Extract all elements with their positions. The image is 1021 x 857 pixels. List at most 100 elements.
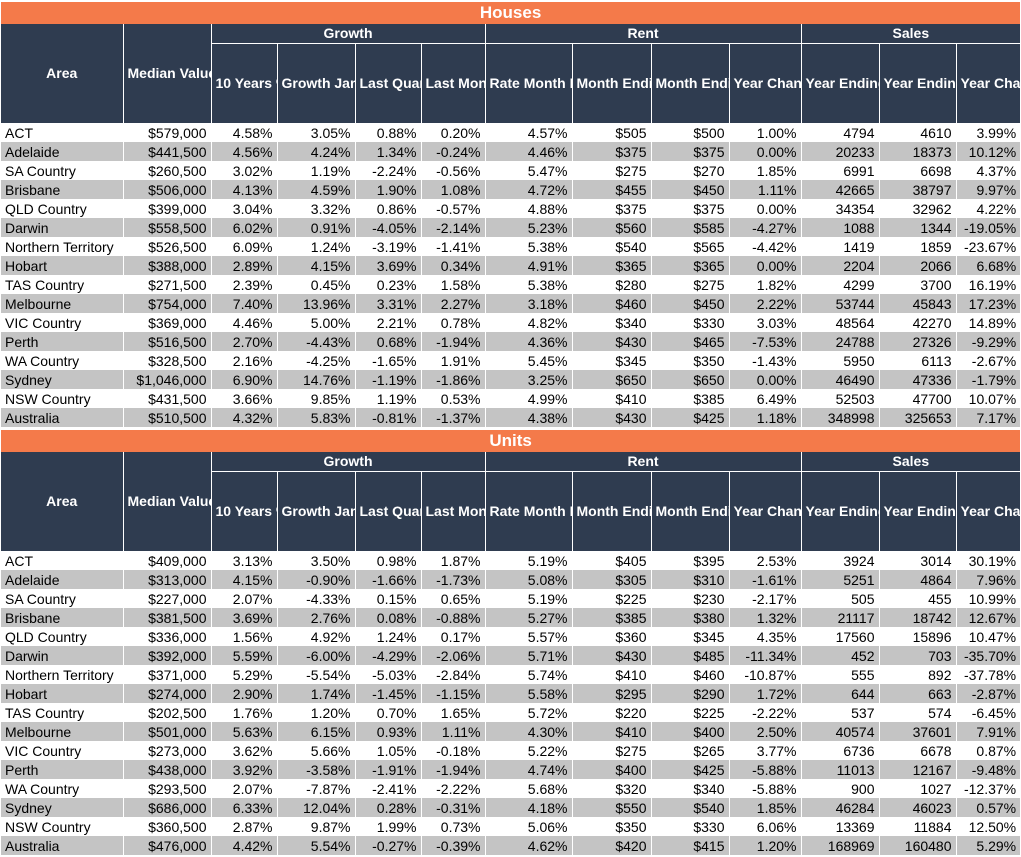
table-cell: $360	[571, 627, 651, 646]
table-cell: -0.39%	[420, 836, 485, 855]
group-header-row: Area Median Value Growth Rent Sales	[1, 24, 1021, 124]
column-header: Month Ending Jan 2015	[650, 43, 729, 123]
area-name: VIC Country	[1, 741, 123, 760]
table-cell: 6.49%	[728, 389, 801, 408]
table-cell: $365	[650, 256, 729, 275]
column-header: Last Quarter	[354, 43, 421, 123]
column-header: Last Quarter	[354, 471, 421, 551]
table-cell: -2.24%	[354, 161, 421, 180]
area-name: Sydney	[1, 798, 123, 817]
table-cell: 0.93%	[354, 722, 421, 741]
table-cell: $345	[571, 351, 651, 370]
table-cell: 6.90%	[210, 370, 277, 389]
table-cell: 0.86%	[354, 199, 421, 218]
table-cell: $405	[571, 551, 651, 570]
table-cell: 1.24%	[354, 627, 421, 646]
table-cell: 2066	[878, 256, 956, 275]
table-cell: -37.78%	[955, 665, 1021, 684]
table-cell: 14.76%	[276, 370, 355, 389]
table-cell: 5.47%	[484, 161, 572, 180]
table-cell: 7.96%	[955, 570, 1021, 589]
table-cell: -4.29%	[354, 646, 421, 665]
table-cell: 0.98%	[354, 551, 421, 570]
table-cell: -23.67%	[955, 237, 1021, 256]
table-cell: 6736	[800, 741, 879, 760]
table-cell: -0.90%	[276, 570, 355, 589]
table-cell: 6113	[878, 351, 956, 370]
table-cell: $400	[571, 760, 651, 779]
table-cell: -1.79%	[955, 370, 1021, 389]
table-cell: 37601	[878, 722, 956, 741]
table-cell: 2.53%	[728, 551, 801, 570]
column-header-median-value: Median Value	[122, 452, 211, 552]
table-cell: 1088	[800, 218, 879, 237]
table-row: Darwin $392,000 5.59% -6.00% -4.29% -2.06% 5.7…	[1, 646, 1021, 665]
table-cell: 0.00%	[728, 199, 801, 218]
table-cell: 160480	[878, 836, 956, 855]
table-cell: 0.00%	[728, 142, 801, 161]
column-header: Year Change	[728, 471, 801, 551]
table-cell: $441,500	[122, 142, 211, 161]
area-name: WA Country	[1, 779, 123, 798]
table-cell: $220	[571, 703, 651, 722]
area-name: Brisbane	[1, 608, 123, 627]
table-cell: -1.66%	[354, 570, 421, 589]
table-cell: -1.94%	[420, 760, 485, 779]
table-row: Adelaide $313,000 4.15% -0.90% -1.66% -1.73% 5…	[1, 570, 1021, 589]
table-cell: $380	[650, 608, 729, 627]
table-cell: $202,500	[122, 703, 211, 722]
table-cell: 5.19%	[484, 589, 572, 608]
table-cell: 0.34%	[420, 256, 485, 275]
table-cell: $460	[650, 665, 729, 684]
table-cell: 3.50%	[276, 551, 355, 570]
table-cell: 6.02%	[210, 218, 277, 237]
table-cell: 5.38%	[484, 237, 572, 256]
table-cell: 42270	[878, 313, 956, 332]
table-cell: 2.27%	[420, 294, 485, 313]
table-cell: 5.74%	[484, 665, 572, 684]
table-cell: 46284	[800, 798, 879, 817]
area-name: QLD Country	[1, 199, 123, 218]
table-cell: 5.58%	[484, 684, 572, 703]
group-header-rent: Rent	[484, 24, 801, 44]
table-cell: 12.04%	[276, 798, 355, 817]
group-header-rent: Rent	[484, 452, 801, 472]
area-name: Darwin	[1, 646, 123, 665]
table-cell: 4.72%	[484, 180, 572, 199]
table-cell: $450	[650, 294, 729, 313]
table-cell: 0.00%	[728, 256, 801, 275]
table-cell: 4.56%	[210, 142, 277, 161]
table-cell: 5.27%	[484, 608, 572, 627]
table-cell: $420	[571, 836, 651, 855]
table-cell: 15896	[878, 627, 956, 646]
column-header: Month Ending Jan 2015	[650, 471, 729, 551]
table-cell: 1.32%	[728, 608, 801, 627]
table-cell: 1419	[800, 237, 879, 256]
table-cell: $330	[650, 817, 729, 836]
table-cell: 4299	[800, 275, 879, 294]
table-cell: 4.38%	[484, 408, 572, 427]
table-row: Darwin $558,500 6.02% 0.91% -4.05% -2.14% 5.23…	[1, 218, 1021, 237]
column-header: Year Change	[728, 43, 801, 123]
table-cell: 21117	[800, 608, 879, 627]
table-cell: 4.30%	[484, 722, 572, 741]
table-cell: -12.37%	[955, 779, 1021, 798]
table-cell: 0.91%	[276, 218, 355, 237]
table-cell: 325653	[878, 408, 956, 427]
table-cell: 1.91%	[420, 351, 485, 370]
table-row: Sydney $1,046,000 6.90% 14.76% -1.19% -1.86% 3…	[1, 370, 1021, 389]
table-cell: 1.99%	[354, 817, 421, 836]
table-cell: $415	[650, 836, 729, 855]
table-cell: $540	[650, 798, 729, 817]
table-cell: -4.43%	[276, 332, 355, 351]
table-cell: 4.46%	[484, 142, 572, 161]
table-cell: 45843	[878, 294, 956, 313]
table-cell: 24788	[800, 332, 879, 351]
table-cell: $686,000	[122, 798, 211, 817]
table-row: NSW Country $360,500 2.87% 9.87% 1.99% 0.73% 5…	[1, 817, 1021, 836]
table-cell: 18373	[878, 142, 956, 161]
table-cell: $270	[650, 161, 729, 180]
table-cell: 4.22%	[955, 199, 1021, 218]
table-row: TAS Country $271,500 2.39% 0.45% 0.23% 1.58% 5…	[1, 275, 1021, 294]
table-cell: $455	[571, 180, 651, 199]
